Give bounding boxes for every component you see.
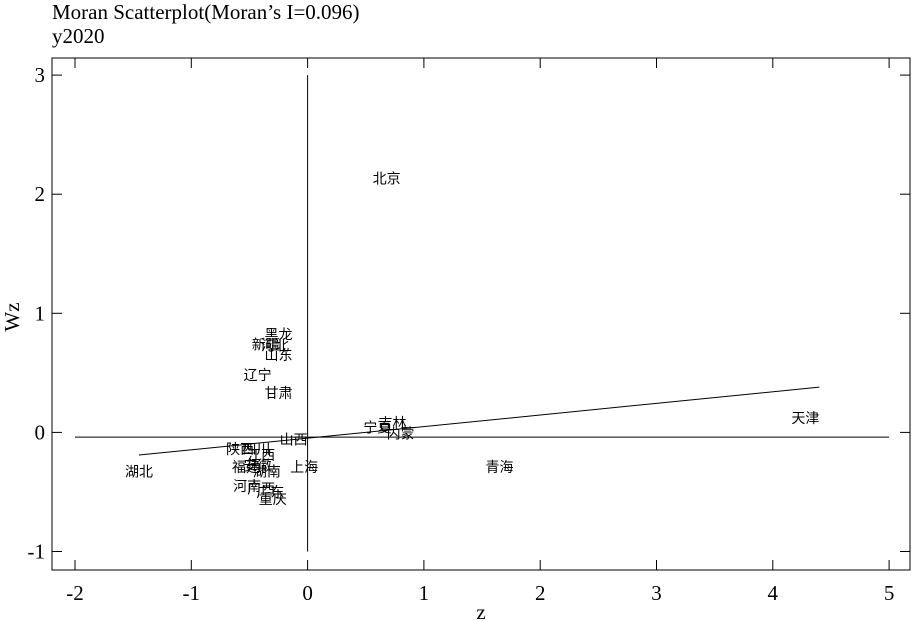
y-tick-label: 3: [35, 63, 46, 87]
point-label: 甘肃: [265, 386, 293, 402]
x-tick-label: 3: [651, 581, 662, 605]
point-label: 河北: [261, 338, 289, 354]
point-label: 安徽: [244, 459, 272, 475]
chart-subtitle: y2020: [52, 24, 105, 48]
y-tick-label: 2: [35, 182, 46, 206]
x-tick-label: -2: [66, 581, 84, 605]
x-tick-label: 0: [302, 581, 313, 605]
point-label: 青海: [485, 460, 513, 476]
point-label: 新疆: [252, 337, 280, 353]
point-label: 陕西: [226, 442, 254, 458]
y-tick-label: -1: [28, 540, 46, 564]
x-tick-label: 2: [535, 581, 546, 605]
y-tick-label: 1: [35, 301, 46, 325]
point-label: 江西: [247, 448, 275, 464]
point-label: 吉林: [378, 416, 406, 432]
plot-frame: [51, 57, 911, 571]
point-label: 辽宁: [244, 367, 272, 384]
point-label: 河南: [233, 479, 261, 495]
x-tick-label: 5: [884, 581, 895, 605]
point-label: 广西: [247, 481, 275, 497]
x-tick-label: 4: [768, 581, 779, 605]
point-label: 湖南: [253, 465, 281, 481]
point-label: 宁夏: [363, 420, 391, 437]
point-label: 福建: [232, 460, 260, 476]
point-label: 北京: [373, 172, 401, 188]
point-label: 上海: [290, 460, 318, 476]
fit-line: [138, 386, 820, 456]
x-tick-label: 1: [419, 581, 430, 605]
point-label: 黑龙: [265, 328, 293, 344]
y-axis-label: Wz: [0, 302, 24, 331]
x-tick-label: -1: [183, 581, 201, 605]
point-label: 广东: [256, 485, 284, 501]
point-label: 山西: [280, 433, 308, 449]
y-tick-label: 0: [35, 420, 46, 444]
point-label: 天津: [791, 411, 819, 427]
point-label: 内蒙: [387, 427, 415, 443]
point-label: 湖北: [125, 465, 153, 481]
point-label: 重庆: [259, 492, 287, 508]
point-label: 山东: [265, 348, 293, 364]
point-label: 四川: [242, 442, 270, 458]
x-axis-label: z: [476, 600, 485, 621]
chart-title: Moran Scatterplot(Moran’s I=0.096): [52, 0, 360, 24]
